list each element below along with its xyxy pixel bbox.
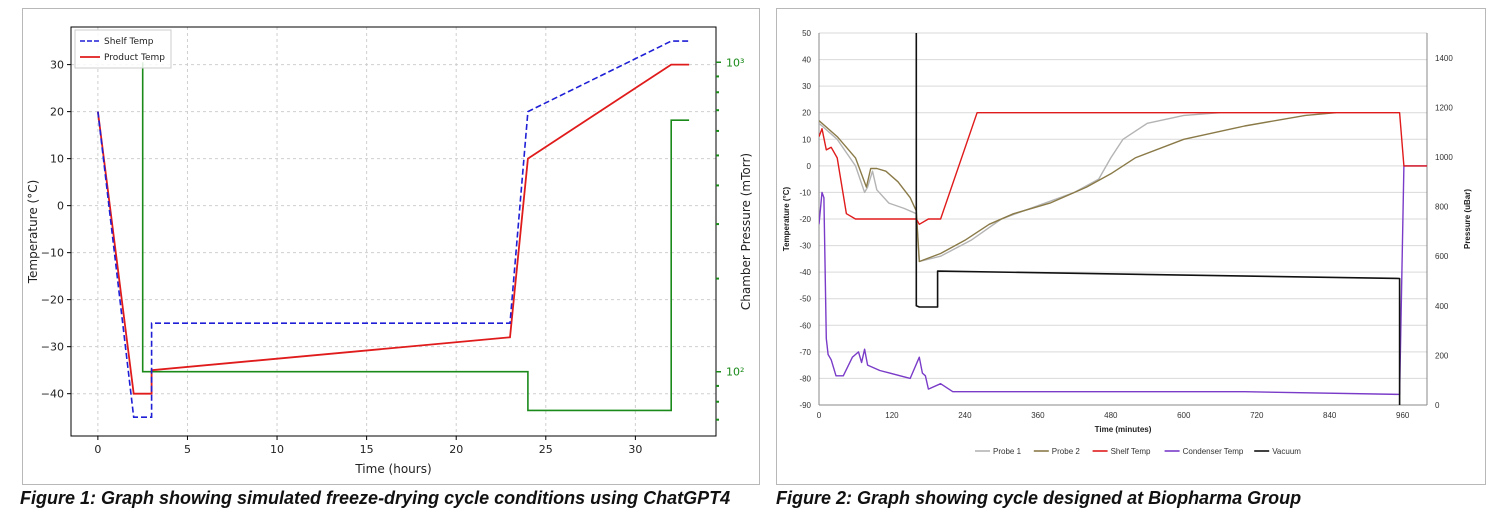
y-tick-label: 30: [802, 82, 811, 91]
y2-tick-label: 0: [1435, 401, 1440, 410]
figure-1-caption: Figure 1: Graph showing simulated freeze…: [20, 488, 731, 508]
series-product-temp: [97, 63, 690, 395]
x-tick-label: 15: [360, 443, 374, 456]
y-tick-label: 0: [57, 200, 64, 213]
y2-axis-label: Pressure (uBar): [1463, 189, 1472, 249]
x-tick-label: 960: [1396, 411, 1410, 420]
legend-label-probe-1: Probe 1: [993, 447, 1022, 456]
y2-tick-label: 1400: [1435, 54, 1453, 63]
y-tick-label: 20: [802, 109, 811, 118]
series-vacuum: [915, 33, 1401, 405]
legend-label-shelf-temp: Shelf Temp: [1111, 447, 1151, 456]
x-tick-label: 600: [1177, 411, 1191, 420]
series-probe-1: [819, 112, 1221, 263]
legend-label-condenser-temp: Condenser Temp: [1183, 447, 1244, 456]
y-tick-label: -10: [799, 188, 811, 197]
y2-tick-label: 10²: [726, 366, 744, 379]
x-tick-label: 840: [1323, 411, 1337, 420]
y2-tick-label: 600: [1435, 252, 1449, 261]
x-tick-label: 0: [817, 411, 822, 420]
x-tick-label: 5: [184, 443, 191, 456]
x-tick-label: 30: [628, 443, 642, 456]
y2-axis-label: Chamber Pressure (mTorr): [739, 153, 753, 310]
y2-tick-label: 400: [1435, 302, 1449, 311]
y-tick-label: 0: [807, 162, 812, 171]
chart-1: 0 5 10 15 20 25 30 −40 −30 −20 −10 0 10 20 30 10² 10³ Tim…: [26, 26, 753, 476]
y2-tick-label: 1200: [1435, 103, 1453, 112]
y-axis-label: Temperature (°C): [26, 180, 40, 285]
series-probe-2: [819, 112, 1336, 263]
legend-label-probe-2: Probe 2: [1052, 447, 1081, 456]
y-tick-label: −10: [41, 247, 64, 260]
y-tick-label: -70: [799, 348, 811, 357]
x-tick-label: 360: [1031, 411, 1045, 420]
y-axis-label: Temperature (°C): [782, 186, 791, 251]
y2-tick-label: 10³: [726, 56, 744, 69]
x-tick-label: 720: [1250, 411, 1264, 420]
figure-2-panel: -90 -80 -70 -60 -50 -40 -30 -20 -10 0 10 20 30 40 50 0 2…: [776, 8, 1486, 485]
y-tick-label: -40: [799, 268, 811, 277]
y-tick-label: -50: [799, 295, 811, 304]
series-chamber-pressure: [141, 62, 690, 412]
x-tick-label: 10: [270, 443, 284, 456]
y-tick-label: 10: [802, 135, 811, 144]
legend-label-shelf: Shelf Temp: [104, 37, 154, 47]
y-tick-label: -60: [799, 321, 811, 330]
y-tick-label: −20: [41, 294, 64, 307]
y-tick-label: −30: [41, 341, 64, 354]
legend-label-vacuum: Vacuum: [1272, 447, 1301, 456]
series-condenser-temp: [819, 165, 1427, 396]
x-axis-label: Time (minutes): [1095, 425, 1152, 434]
series-shelf-temp: [819, 111, 1427, 226]
y-tick-label: 40: [802, 56, 811, 65]
x-tick-label: 240: [958, 411, 972, 420]
x-tick-label: 0: [94, 443, 101, 456]
chart-2: -90 -80 -70 -60 -50 -40 -30 -20 -10 0 10 20 30 40 50 0 2…: [782, 29, 1472, 456]
y-tick-label: 20: [50, 106, 64, 119]
x-axis-label: Time (hours): [354, 462, 431, 476]
series-shelf-temp: [97, 40, 690, 419]
y-tick-label: -30: [799, 242, 811, 251]
y-tick-label: 30: [50, 59, 64, 72]
y-tick-label: 10: [50, 153, 64, 166]
y-tick-label: -90: [799, 401, 811, 410]
y2-tick-label: 800: [1435, 203, 1449, 212]
x-tick-label: 20: [449, 443, 463, 456]
legend-label-product: Product Temp: [104, 53, 165, 63]
figure-1-panel: 0 5 10 15 20 25 30 −40 −30 −20 −10 0 10 20 30 10² 10³ Tim…: [22, 8, 760, 485]
y-tick-label: -20: [799, 215, 811, 224]
figure-2-caption: Figure 2: Graph showing cycle designed a…: [776, 488, 1302, 508]
plot-frame: [70, 26, 717, 437]
y2-tick-label: 1000: [1435, 153, 1453, 162]
y-tick-label: −40: [41, 388, 64, 401]
y-tick-label: 50: [802, 29, 811, 38]
y2-tick-label: 200: [1435, 351, 1449, 360]
x-tick-label: 120: [885, 411, 899, 420]
y-tick-label: -80: [799, 374, 811, 383]
x-tick-label: 480: [1104, 411, 1118, 420]
x-tick-label: 25: [539, 443, 553, 456]
legend-box: [74, 29, 172, 69]
